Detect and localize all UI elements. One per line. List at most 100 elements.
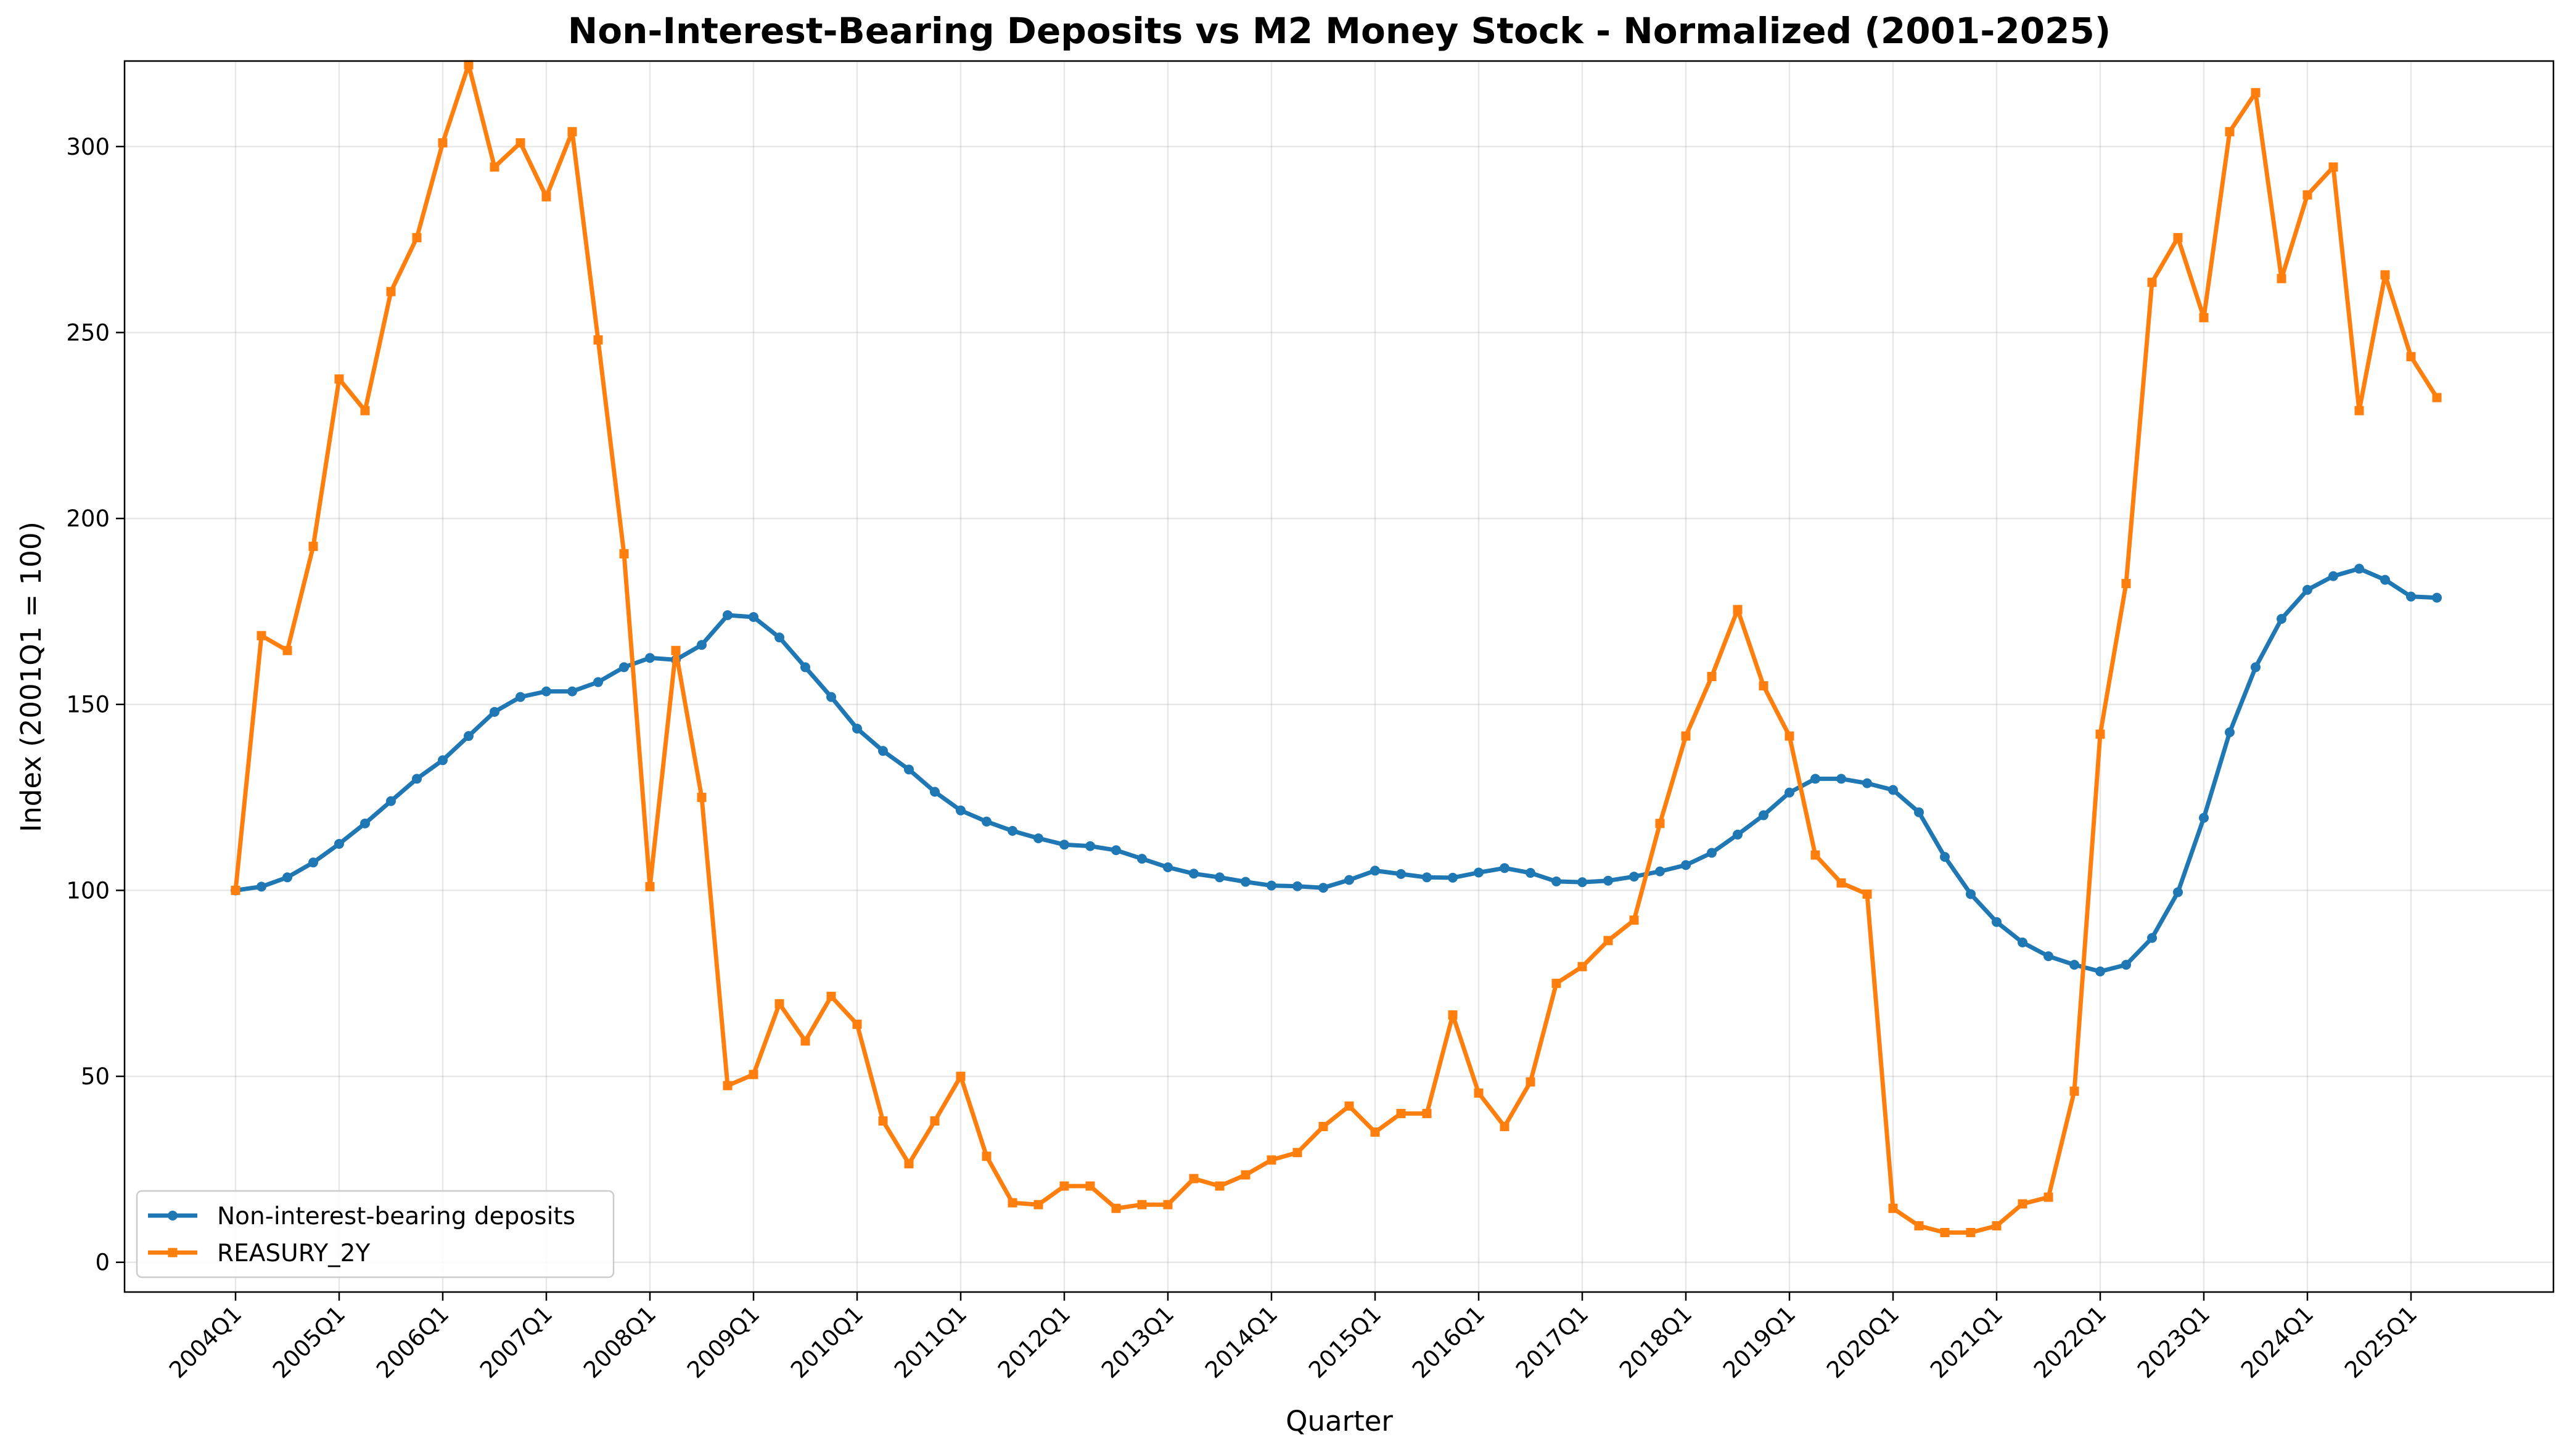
data-point	[231, 885, 240, 895]
data-point	[1785, 787, 1794, 798]
y-tick-label: 250	[66, 319, 110, 346]
data-point	[1629, 872, 1639, 882]
data-point	[1111, 845, 1121, 856]
data-point	[956, 805, 966, 816]
data-point	[1888, 1203, 1898, 1213]
data-point	[2043, 1192, 2053, 1202]
y-tick-label: 300	[66, 134, 110, 160]
data-point	[1137, 854, 1147, 864]
data-point	[1785, 731, 1794, 741]
series-treasury-2y	[231, 60, 2442, 1237]
data-point	[852, 723, 862, 734]
data-point	[1163, 862, 1173, 873]
data-point	[1111, 1203, 1121, 1213]
data-point	[1629, 915, 1639, 925]
data-point	[800, 662, 810, 673]
data-point	[1500, 1122, 1509, 1132]
data-point	[1474, 1088, 1484, 1098]
data-point	[386, 796, 396, 806]
data-point	[2432, 393, 2442, 403]
data-point	[257, 631, 266, 640]
data-point	[1655, 819, 1665, 828]
data-point	[774, 999, 784, 1008]
data-point	[1810, 850, 1820, 860]
data-point	[1318, 883, 1328, 893]
data-point	[2432, 592, 2442, 603]
data-point	[1551, 876, 1561, 886]
data-point	[490, 162, 499, 172]
data-point	[1085, 1181, 1095, 1191]
data-point	[1215, 1181, 1225, 1191]
data-point	[1189, 869, 1199, 879]
series-line	[233, 62, 2439, 1235]
data-point	[1992, 1221, 2002, 1231]
data-point	[1836, 878, 1846, 888]
data-point	[1603, 875, 1613, 886]
data-point	[1888, 785, 1898, 795]
data-point	[904, 1159, 914, 1169]
legend-label: Non-interest-bearing deposits	[217, 1203, 575, 1230]
y-axis-label: Index (2001Q1 = 100)	[15, 521, 47, 832]
data-point	[1267, 880, 1276, 891]
series-layer	[231, 60, 2442, 1237]
data-point	[1577, 877, 1587, 888]
data-point	[334, 838, 344, 849]
data-point	[2069, 960, 2079, 970]
legend-item: Non-interest-bearing deposits	[148, 1203, 575, 1230]
data-point	[360, 818, 370, 828]
data-point	[1163, 1200, 1173, 1209]
data-point	[826, 692, 836, 702]
data-point	[541, 686, 551, 697]
data-point	[982, 1151, 992, 1161]
data-point	[697, 793, 707, 803]
data-point	[2147, 277, 2157, 287]
data-point	[1189, 1174, 1199, 1184]
data-point	[723, 1081, 733, 1090]
data-point	[619, 549, 629, 558]
data-point	[1370, 1127, 1380, 1137]
data-point	[1733, 829, 1743, 840]
data-point	[1474, 867, 1484, 878]
data-point	[619, 662, 629, 673]
data-point	[774, 632, 784, 643]
data-point	[1914, 1221, 1924, 1231]
data-point	[800, 1036, 810, 1046]
data-point	[2380, 270, 2390, 280]
data-point	[1526, 868, 1535, 878]
data-point	[1577, 962, 1587, 971]
data-point	[1137, 1200, 1147, 1209]
data-point	[1940, 852, 1950, 862]
data-point	[956, 1071, 966, 1081]
data-point	[282, 872, 292, 883]
data-point	[282, 645, 292, 655]
data-point	[1681, 731, 1691, 741]
data-point	[2018, 1199, 2027, 1209]
data-point	[412, 774, 422, 784]
data-point	[2251, 88, 2261, 97]
data-point	[1448, 1010, 1458, 1020]
data-point	[749, 1070, 758, 1079]
y-tick-label: 150	[66, 692, 110, 718]
x-axis-label: Quarter	[1286, 1405, 1393, 1438]
data-point	[1344, 875, 1354, 885]
data-point	[2251, 662, 2261, 673]
data-point	[1551, 978, 1561, 988]
data-point	[2121, 960, 2131, 970]
data-point	[1396, 869, 1406, 879]
data-point	[1448, 872, 1458, 883]
data-point	[2225, 727, 2235, 737]
data-point	[490, 706, 499, 717]
data-point	[593, 335, 603, 345]
data-point	[2277, 613, 2286, 624]
data-point	[1681, 860, 1691, 870]
data-point	[1992, 917, 2002, 927]
data-point	[645, 881, 655, 891]
data-point	[1914, 807, 1924, 817]
data-point	[1862, 889, 1872, 899]
data-point	[438, 138, 448, 148]
data-point	[464, 731, 474, 742]
data-point	[257, 881, 266, 892]
data-point	[1759, 810, 1768, 820]
